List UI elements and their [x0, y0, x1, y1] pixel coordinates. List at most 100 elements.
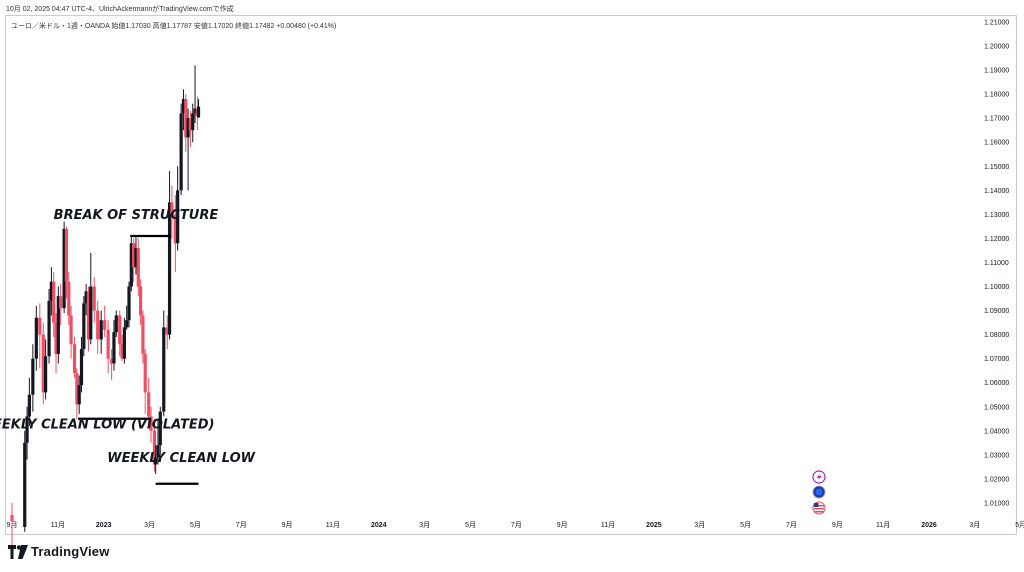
candle: [69, 305, 73, 359]
annotation-label: BREAK OF STRUCTURE: [54, 208, 219, 223]
candle: [162, 310, 166, 417]
price-tick-label: 1.19000: [984, 68, 1009, 75]
price-tick-label: 1.16000: [984, 140, 1009, 147]
candle-body: [96, 310, 100, 340]
candle-body: [154, 457, 158, 465]
candle-body: [132, 243, 136, 268]
time-axis[interactable]: 9月 11月 2023 3月 5月 7月 9月 11月 2024 3月 5月 7月 9月 11月 2025 3…: [7, 521, 1024, 529]
brand[interactable]: TradingView: [8, 544, 110, 559]
side-icons[interactable]: [812, 470, 826, 515]
candle-body: [122, 327, 126, 359]
candle: [52, 272, 56, 338]
candle-body: [186, 118, 190, 138]
candle: [129, 236, 133, 292]
candle-body: [156, 445, 160, 458]
candle-body: [129, 243, 133, 287]
candle-body: [176, 190, 180, 244]
price-tick-label: 1.15000: [984, 164, 1009, 171]
candle: [179, 103, 183, 196]
time-tick-label: 11月: [326, 521, 340, 529]
candle-body: [103, 320, 107, 330]
candle: [77, 375, 81, 414]
candle: [92, 276, 96, 323]
symbol-info: ユーロ／米ドル・1週・OANDA 始値1.17030 高値1.17787 安値1…: [11, 23, 337, 30]
candle: [59, 284, 63, 325]
currency-circle-inner: [815, 488, 823, 496]
candle-body: [184, 98, 188, 138]
candle: [154, 445, 158, 475]
candle-body: [56, 296, 60, 354]
candle-body: [173, 214, 177, 244]
time-tick-label: 9月: [557, 521, 568, 529]
time-tick-label: 5月: [465, 521, 476, 529]
time-tick-label: 7月: [236, 521, 247, 529]
candle: [170, 185, 174, 239]
candle: [149, 406, 153, 443]
price-tick-label: 1.02000: [984, 476, 1009, 483]
candle-body: [64, 228, 69, 282]
candle-body: [162, 327, 166, 412]
candle-body: [92, 286, 96, 311]
price-tick-label: 1.06000: [984, 380, 1009, 387]
time-tick-label: 2026: [921, 522, 937, 529]
candle-body: [10, 514, 14, 521]
candle-body: [27, 394, 31, 417]
candle-body: [112, 332, 116, 364]
annotation-label: WEEKLY CLEAN LOW: [107, 451, 255, 466]
price-tick-label: 1.18000: [984, 92, 1009, 99]
candle: [196, 99, 201, 118]
candle-body: [49, 281, 53, 301]
candle: [167, 171, 172, 340]
price-tick-label: 1.12000: [984, 236, 1009, 243]
candle: [181, 89, 186, 131]
candle: [49, 267, 53, 316]
candle-body: [167, 202, 172, 335]
price-tick-label: 1.21000: [984, 20, 1009, 27]
candle-body: [75, 373, 79, 405]
chart-caption: 10月 02, 2025 04:47 UTC-4、UlrichAckermann…: [6, 6, 234, 13]
tradingview-logo-icon: [8, 544, 28, 559]
time-tick-label: 5月: [1015, 521, 1024, 529]
candle: [191, 103, 195, 143]
candle: [34, 305, 38, 371]
candle-body: [47, 300, 51, 357]
candle: [75, 368, 79, 419]
candle: [125, 305, 129, 330]
candle: [106, 320, 110, 374]
candle: [136, 238, 140, 297]
candle: [141, 310, 145, 364]
time-tick-label: 9月: [832, 521, 843, 529]
time-tick-label: 5月: [190, 521, 201, 529]
candle-body: [54, 322, 58, 354]
candle-body: [31, 358, 35, 395]
candle: [27, 377, 31, 426]
time-tick-label: 5月: [740, 521, 751, 529]
candle-body: [23, 442, 27, 527]
time-tick-label: 11月: [51, 521, 65, 529]
candle: [82, 296, 86, 357]
price-tick-label: 1.08000: [984, 332, 1009, 339]
us-flag-stripe-2: [814, 508, 824, 510]
price-tick-label: 1.11000: [984, 260, 1009, 267]
us-flag-canton: [814, 503, 819, 507]
candle: [193, 65, 197, 123]
time-tick-label: 3月: [969, 521, 980, 529]
candle-body: [99, 320, 103, 340]
candle: [96, 300, 100, 354]
us-flag-stripe-1: [814, 505, 824, 507]
time-tick-label: 3月: [419, 521, 430, 529]
price-tick-label: 1.13000: [984, 212, 1009, 219]
candle: [103, 305, 107, 338]
candle-body: [110, 358, 114, 364]
candle-body: [84, 291, 88, 304]
candle: [127, 281, 131, 328]
annotation-labels: BREAK OF STRUCTURE WEEKLY CLEAN LOW (VIOL…: [0, 208, 256, 466]
time-tick-label: 11月: [601, 521, 615, 529]
time-tick-label: 11月: [876, 521, 890, 529]
candle: [143, 349, 147, 414]
candle-body: [82, 303, 86, 350]
price-axis[interactable]: 1.21000 1.20000 1.19000 1.18000 1.17000 1.160…: [984, 20, 1009, 508]
time-tick-label: 3月: [694, 521, 705, 529]
candle-body: [191, 113, 195, 131]
